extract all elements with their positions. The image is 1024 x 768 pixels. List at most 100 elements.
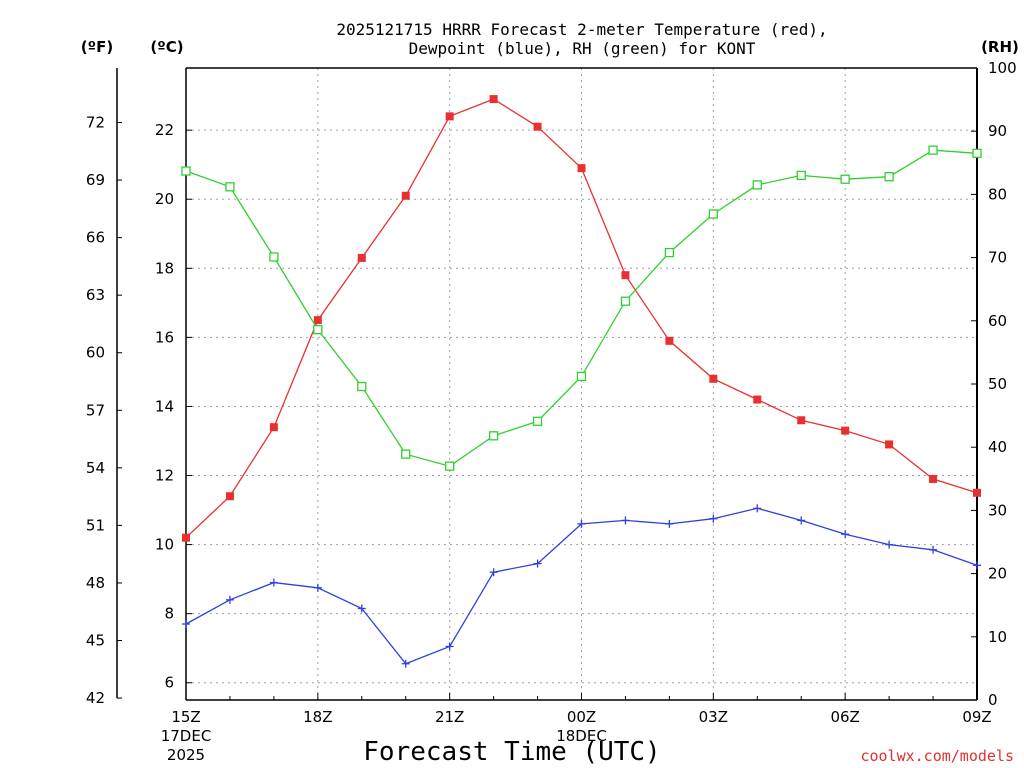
rh-tick-label: 80 [988, 185, 1007, 203]
fahrenheit-tick-label: 72 [86, 113, 105, 131]
dewpoint-point [225, 595, 234, 604]
rh-point [225, 182, 235, 192]
dewpoint-point [489, 568, 498, 577]
temperature-point [973, 488, 981, 497]
temperature-point [577, 164, 586, 173]
rh-point [576, 371, 587, 382]
fahrenheit-unit-label: (ºF) [81, 38, 113, 56]
dewpoint-point [665, 519, 674, 528]
dewpoint-point [753, 504, 762, 513]
rh-tick-label: 10 [988, 628, 1007, 646]
celsius-tick-label: 12 [155, 467, 174, 485]
fahrenheit-tick-label: 60 [86, 344, 105, 362]
dewpoint-point [401, 659, 410, 668]
dewpoint-point [621, 516, 630, 525]
rh-point [884, 172, 894, 182]
dewpoint-point [357, 604, 366, 613]
fahrenheit-tick-label: 42 [86, 689, 105, 707]
dewpoint-point [445, 642, 454, 651]
fahrenheit-tick-label: 57 [86, 401, 105, 419]
dewpoint-point [709, 514, 718, 523]
temperature-point [401, 191, 410, 200]
temperature-point [709, 374, 718, 383]
dewpoint-point [313, 583, 322, 592]
dewpoint-point [973, 561, 981, 570]
rh-series [181, 145, 982, 471]
rh-tick-label: 40 [988, 438, 1007, 456]
rh-tick-label: 50 [988, 375, 1007, 393]
rh-point [708, 209, 718, 219]
rh-point [445, 461, 455, 471]
temperature-point [225, 492, 234, 501]
rh-point [269, 252, 279, 262]
fahrenheit-tick-label: 48 [86, 574, 105, 592]
temperature-point [489, 95, 498, 104]
temperature-point [929, 474, 938, 483]
fahrenheit-tick-label: 69 [86, 171, 105, 189]
x-tick-label: 09Z [962, 708, 991, 726]
rh-point [181, 166, 191, 176]
rh-tick-label: 60 [988, 312, 1007, 330]
temperature-point [841, 426, 850, 435]
temperature-point [269, 423, 278, 432]
celsius-tick-label: 16 [155, 328, 174, 346]
celsius-axis: 6 8 10 12 14 16 18 20 22 [155, 121, 192, 692]
rh-point [972, 148, 982, 158]
celsius-unit-label: (ºC) [150, 38, 183, 56]
chart-title-line2: Dewpoint (blue), RH (green) for KONT [409, 39, 756, 58]
fahrenheit-tick-label: 51 [86, 516, 105, 534]
x-tick-date-label: 18DEC [556, 727, 607, 745]
x-tick-year-label: 2025 [167, 746, 205, 764]
rh-tick-label: 0 [988, 691, 998, 709]
temperature-point [533, 122, 542, 131]
temperature-series [182, 95, 981, 542]
credit-text: coolwx.com/models [860, 747, 1014, 765]
dewpoint-series [182, 504, 981, 668]
rh-point [357, 381, 367, 392]
temperature-point [357, 253, 366, 262]
x-tick-label: 03Z [699, 708, 728, 726]
celsius-tick-label: 18 [155, 259, 174, 277]
rh-tick-label: 100 [988, 59, 1017, 77]
celsius-tick-label: 14 [155, 397, 174, 415]
dewpoint-point [269, 578, 278, 587]
fahrenheit-tick-label: 66 [86, 229, 105, 247]
grid-lines [186, 68, 977, 700]
x-tick-label: 00Z [567, 708, 596, 726]
temperature-point [885, 440, 894, 449]
rh-unit-label: (RH) [981, 38, 1019, 56]
dewpoint-point [885, 540, 894, 549]
x-axis-label: Forecast Time (UTC) [363, 737, 660, 767]
x-tick-label: 18Z [303, 708, 332, 726]
rh-point [664, 247, 675, 258]
plot-frame [185, 67, 978, 701]
x-tick-label: 15Z [171, 708, 200, 726]
rh-point [840, 174, 850, 184]
rh-tick-label: 70 [988, 249, 1007, 267]
temperature-point [445, 112, 454, 121]
temperature-point [621, 271, 630, 280]
temperature-point [665, 336, 674, 345]
temperature-point [182, 533, 190, 542]
x-tick-label: 21Z [435, 708, 464, 726]
rh-point [752, 180, 762, 190]
celsius-tick-label: 22 [155, 121, 174, 139]
temperature-point [753, 395, 762, 404]
fahrenheit-axis: 42 45 48 51 54 57 60 63 66 69 72 [86, 68, 122, 707]
rh-point [532, 416, 543, 426]
rh-tick-label: 90 [988, 122, 1007, 140]
rh-point [313, 324, 323, 335]
celsius-tick-label: 6 [164, 674, 174, 692]
celsius-tick-label: 10 [155, 536, 174, 554]
dewpoint-point [929, 545, 938, 554]
rh-point [401, 449, 411, 459]
rh-tick-label: 30 [988, 501, 1007, 519]
rh-axis: 0 10 20 30 40 50 60 70 80 90 100 [971, 59, 1017, 709]
rh-point [620, 296, 631, 306]
fahrenheit-tick-label: 45 [86, 632, 105, 650]
dewpoint-point [797, 516, 806, 525]
celsius-tick-label: 20 [155, 190, 174, 208]
rh-point [796, 170, 806, 181]
rh-point [488, 431, 499, 441]
